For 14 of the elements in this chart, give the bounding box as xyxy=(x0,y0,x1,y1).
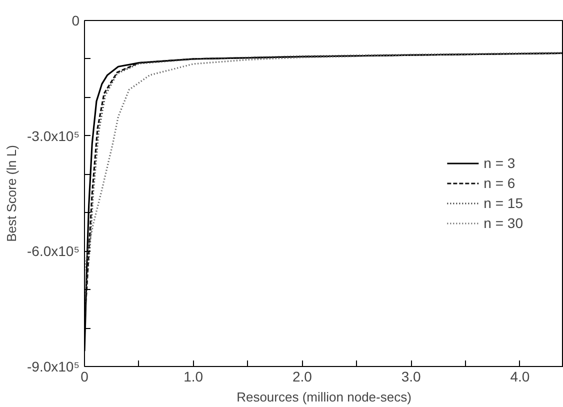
y-tick-label: 0 xyxy=(72,12,80,28)
x-tick-label: 2.0 xyxy=(292,368,312,384)
y-tick-label: -3.0x10⁵ xyxy=(27,128,80,144)
y-tick-label: -6.0x10⁵ xyxy=(27,243,80,260)
legend-label: n = 15 xyxy=(484,195,523,211)
y-tick-label: -9.0x10⁵ xyxy=(27,358,80,374)
legend-label: n = 30 xyxy=(484,215,523,231)
x-tick-label: 1.0 xyxy=(184,368,204,384)
x-axis-title: Resources (million node-secs) xyxy=(236,390,412,404)
x-tick-label: 4.0 xyxy=(510,368,530,384)
legend-label: n = 3 xyxy=(484,155,516,171)
legend-label: n = 6 xyxy=(484,175,516,191)
y-axis-title: Best Score (ln L) xyxy=(4,145,19,242)
x-tick-label: 3.0 xyxy=(401,368,422,384)
